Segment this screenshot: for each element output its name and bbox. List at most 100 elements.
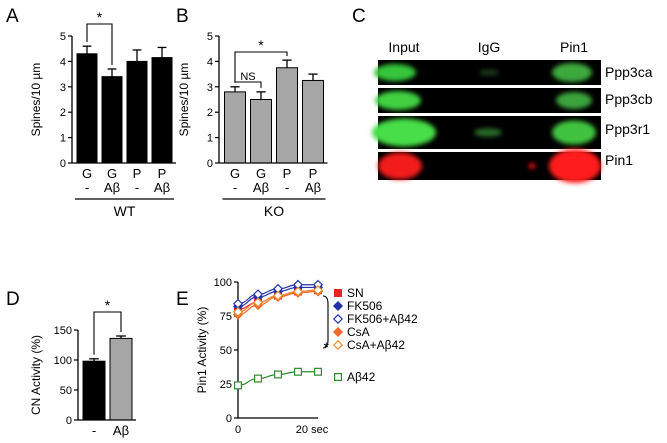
blot-band [556,92,592,109]
bar [250,99,272,164]
bar [82,360,106,421]
legend-label: CsA [347,325,370,339]
y-tick-label: 4 [207,56,213,68]
bar [76,53,98,164]
bar [126,60,148,164]
significance-label: * [105,297,111,313]
y-tick-label: 0 [226,413,232,425]
y-tick-label: 50 [220,345,232,357]
panel-letter-c: C [352,6,366,27]
legend-label: Aβ42 [347,370,376,384]
data-point [312,285,324,296]
data-point [254,374,263,383]
y-tick-label: 3 [60,82,66,94]
y-tick-label: 100 [214,277,232,289]
blot-band [474,128,502,137]
blot-column-input: Input [388,39,419,55]
panel-letter-d: D [6,289,20,310]
y-tick-label: 1 [60,133,66,145]
legend-label: CsA+Aβ42 [347,338,405,352]
y-tick-label: 4 [60,56,66,68]
legend-marker [334,373,343,382]
blot-column-igg: IgG [478,39,501,55]
legend-marker [332,300,344,312]
legend-label: FK506+Aβ42 [347,312,418,326]
data-point [234,381,243,390]
data-point [272,290,284,301]
panel-letter-b: B [176,6,189,27]
y-tick-label: 150 [54,325,72,337]
category-label-bottom: - [233,180,237,195]
category-label-bottom: - [135,180,139,195]
data-point [294,367,303,376]
y-tick-label: 2 [60,107,66,119]
x-tick-label: 0 [235,424,241,436]
category-label-top: G [256,166,266,181]
significance-label: * [258,37,264,53]
bar [101,76,123,164]
data-point [314,367,323,376]
y-axis-label: Spines/10 µm [29,63,43,137]
blot-row-pin1: Pin1 [605,152,633,168]
series-5 [234,367,323,390]
significance-bracket [93,311,122,355]
blot-band [374,64,416,81]
y-tick-label: 3 [207,82,213,94]
series-2 [232,279,324,309]
significance-bracket [234,51,288,83]
category-label-top: Aβ [113,423,129,438]
legend-label: FK506 [347,299,383,313]
y-tick-label: 50 [60,385,72,397]
category-label-bottom: Aβ [154,180,170,195]
y-axis-label: Spines/10 µm [177,63,191,137]
y-tick-label: 0 [66,415,72,427]
significance-label: NS [240,71,255,83]
significance-label: * [97,9,103,25]
y-tick-label: 75 [220,311,232,323]
series-4 [232,285,324,317]
y-tick-label: 25 [220,379,232,391]
data-point [232,306,244,317]
category-label-top: P [283,166,292,181]
bar [276,67,298,164]
category-label-top: P [158,166,167,181]
blot-band [375,91,421,110]
legend-marker [334,289,343,298]
legend-marker [332,339,344,351]
bar [224,91,246,164]
category-label-bottom: Aβ [253,180,269,195]
bar [302,79,324,164]
blot-band [378,152,422,180]
category-label-bottom: - [85,180,89,195]
category-label-top: P [133,166,142,181]
y-axis-label: CN Activity (%) [29,335,43,415]
panel-letter-e: E [176,289,189,310]
blot-band [372,118,436,147]
data-point [252,297,264,308]
legend-label: SN [347,286,364,300]
blot-band [552,120,596,145]
bar [109,337,133,421]
blot-row-ppp3ca: Ppp3ca [605,64,653,80]
y-tick-label: 1 [207,133,213,145]
y-tick-label: 100 [54,355,72,367]
y-tick-label: 5 [60,31,66,43]
blot-column-pin1: Pin1 [560,39,588,55]
blot-band [528,163,536,169]
y-tick-label: 0 [60,158,66,170]
blot-band [552,63,592,82]
category-label-top: P [309,166,318,181]
data-point [274,370,283,379]
category-label-top: G [107,166,117,181]
y-axis-label: Pin1 Activity (%) [195,307,209,394]
y-tick-label: 2 [207,107,213,119]
data-point [292,286,304,297]
category-label-bottom: Aβ [104,180,120,195]
category-label-bottom: Aβ [305,180,321,195]
blot-band [479,69,499,76]
blot-row-ppp3cb: Ppp3cb [605,91,653,107]
